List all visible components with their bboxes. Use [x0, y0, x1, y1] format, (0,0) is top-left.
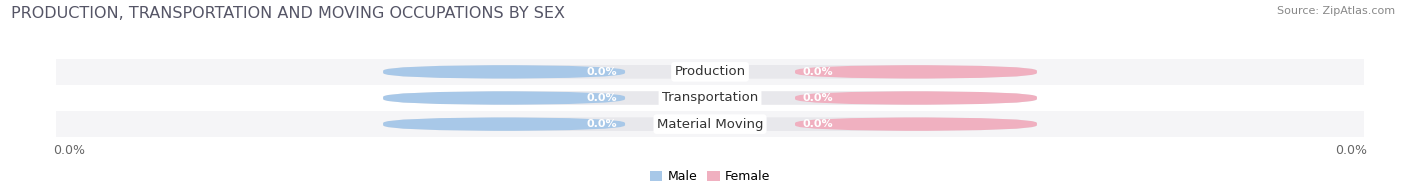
Text: 0.0%: 0.0% [803, 119, 834, 129]
FancyBboxPatch shape [382, 91, 626, 105]
FancyBboxPatch shape [382, 91, 1038, 105]
Legend: Male, Female: Male, Female [645, 165, 775, 188]
FancyBboxPatch shape [56, 59, 1364, 85]
FancyBboxPatch shape [56, 111, 1364, 137]
Text: Source: ZipAtlas.com: Source: ZipAtlas.com [1277, 6, 1395, 16]
Text: 0.0%: 0.0% [586, 119, 617, 129]
Text: Transportation: Transportation [662, 92, 758, 104]
Text: 0.0%: 0.0% [803, 93, 834, 103]
FancyBboxPatch shape [794, 117, 1038, 131]
FancyBboxPatch shape [382, 117, 1038, 131]
FancyBboxPatch shape [794, 91, 1038, 105]
Text: PRODUCTION, TRANSPORTATION AND MOVING OCCUPATIONS BY SEX: PRODUCTION, TRANSPORTATION AND MOVING OC… [11, 6, 565, 21]
FancyBboxPatch shape [382, 117, 626, 131]
FancyBboxPatch shape [794, 65, 1038, 79]
FancyBboxPatch shape [382, 65, 1038, 79]
FancyBboxPatch shape [56, 85, 1364, 111]
Text: Production: Production [675, 65, 745, 78]
Text: 0.0%: 0.0% [803, 67, 834, 77]
Text: Material Moving: Material Moving [657, 118, 763, 131]
Text: 0.0%: 0.0% [586, 93, 617, 103]
FancyBboxPatch shape [382, 65, 626, 79]
Text: 0.0%: 0.0% [586, 67, 617, 77]
